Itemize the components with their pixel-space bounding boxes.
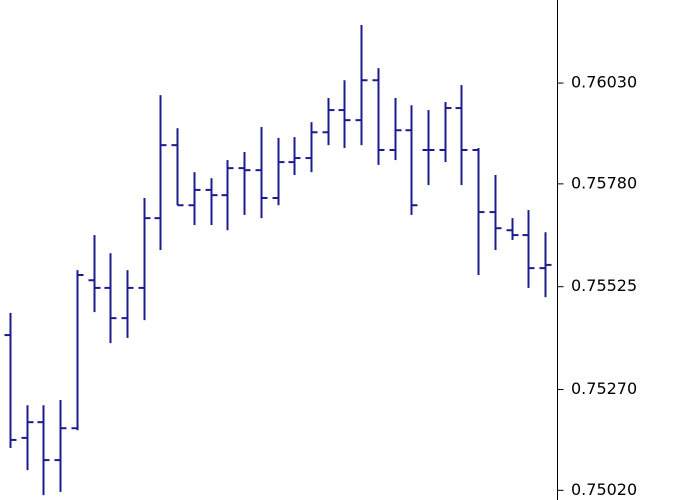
y-tick-label: 0.75020 — [571, 480, 637, 499]
y-tick-label: 0.75525 — [571, 276, 637, 295]
y-tick-label: 0.75270 — [571, 379, 637, 398]
y-tick-label: 0.75780 — [571, 173, 637, 192]
y-tick-label: 0.76030 — [571, 73, 637, 92]
